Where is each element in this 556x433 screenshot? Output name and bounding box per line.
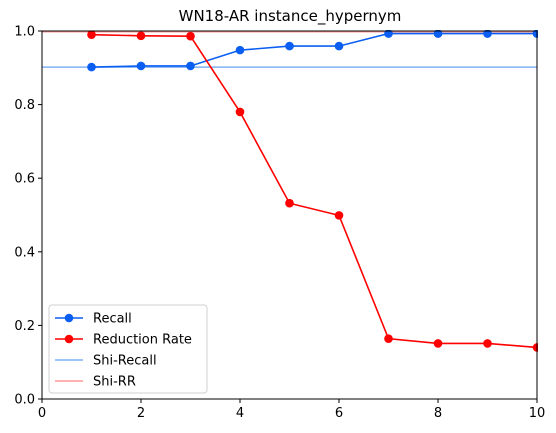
y-tick-label: 0.0: [14, 393, 35, 408]
series-line-reduction-rate: [91, 33, 538, 349]
data-point-recall: [483, 30, 492, 38]
data-point-reduction-rate: [87, 30, 96, 39]
legend-label-shi-rr: Shi-RR: [93, 375, 136, 390]
legend-label-recall: Recall: [93, 312, 132, 327]
data-point-reduction-rate: [235, 107, 245, 117]
data-point-recall: [136, 61, 146, 71]
data-point-recall: [186, 61, 195, 71]
data-point-reduction-rate: [334, 211, 344, 220]
legend-box: [48, 304, 208, 394]
legend-marker-recall: [64, 313, 74, 323]
x-tick-label: 10: [529, 406, 546, 421]
x-tick-label: 4: [236, 406, 244, 421]
data-point-recall: [235, 45, 245, 55]
y-tick-label: 0.6: [14, 172, 35, 187]
legend-label-shi-recall: Shi-Recall: [93, 354, 157, 369]
data-point-reduction-rate: [285, 198, 294, 208]
y-tick-label: 1.0: [14, 25, 35, 40]
data-point-recall: [384, 30, 393, 38]
chart-title: WN18-AR instance_hypernym: [179, 7, 402, 26]
x-tick-label: 6: [335, 406, 343, 421]
y-tick-label: 0.8: [14, 98, 35, 113]
plot-area: [42, 30, 538, 352]
data-point-recall: [433, 30, 443, 38]
data-point-recall: [87, 62, 96, 72]
series-line-recall: [91, 32, 537, 68]
data-point-reduction-rate: [433, 339, 443, 348]
data-point-recall: [285, 41, 294, 51]
data-point-reduction-rate: [384, 334, 393, 343]
data-point-reduction-rate: [186, 31, 195, 41]
data-point-reduction-rate: [136, 31, 146, 41]
x-tick-label: 2: [137, 406, 145, 421]
data-point-reduction-rate: [483, 339, 492, 348]
y-tick-label: 0.2: [14, 319, 35, 334]
data-point-recall: [334, 41, 344, 51]
x-tick-label: 0: [38, 406, 46, 421]
y-tick-label: 0.4: [14, 245, 35, 260]
x-tick-label: 8: [434, 406, 442, 421]
legend-marker-reduction-rate: [64, 334, 74, 344]
legend-label-reduction-rate: Reduction Rate: [93, 333, 192, 348]
plot-frame: [41, 30, 538, 400]
